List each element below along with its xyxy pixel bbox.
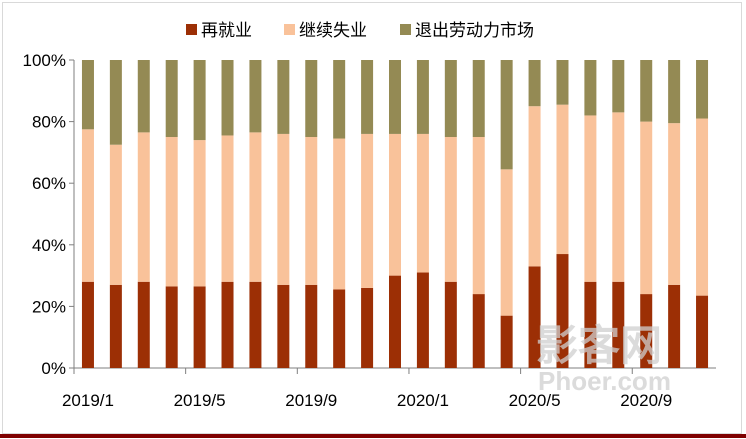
bar-2020-11-series-0 [696, 295, 709, 368]
bar-2019-6-series-2 [221, 60, 234, 136]
bar-2019-6-series-1 [221, 135, 234, 282]
bar-2020-9-series-2 [640, 60, 653, 122]
bar-2020-3-series-0 [472, 294, 485, 368]
bar-2019-11-series-0 [361, 287, 374, 368]
y-tick-label: 60% [32, 174, 66, 193]
bar-2019-11-series-2 [361, 60, 374, 134]
bar-2019-5-series-0 [193, 286, 206, 368]
bar-2019-8-series-0 [277, 284, 290, 368]
bar-2020-4-series-1 [500, 169, 513, 316]
bar-2019-3-series-1 [137, 132, 150, 282]
legend-label-1: 继续失业 [299, 21, 367, 41]
bar-2019-10-series-0 [333, 289, 346, 368]
bar-2019-4-series-2 [165, 60, 178, 137]
x-tick-label: 2019/1 [62, 391, 114, 410]
bar-2020-3-series-2 [472, 60, 485, 137]
bar-2020-4-series-2 [500, 60, 513, 170]
watermark-sub: Phoer.com [538, 366, 671, 396]
y-tick-label: 100% [23, 51, 66, 70]
legend-label-2: 退出劳动力市场 [415, 21, 534, 41]
y-tick-label: 40% [32, 236, 66, 255]
bar-2019-2-series-2 [109, 60, 122, 145]
bar-2019-4-series-1 [165, 137, 178, 287]
bar-2020-2-series-0 [444, 281, 457, 368]
bar-2020-7-series-2 [584, 60, 597, 116]
legend-swatch-2 [400, 24, 411, 35]
bar-2019-10-series-2 [333, 60, 346, 139]
bar-2020-10-series-2 [668, 60, 681, 124]
bar-2019-1-series-2 [81, 60, 94, 130]
bar-2019-4-series-0 [165, 286, 178, 368]
bar-2019-5-series-2 [193, 60, 206, 141]
bar-2020-9-series-1 [640, 121, 653, 295]
bar-2020-8-series-1 [612, 112, 625, 282]
bottom-rule [0, 434, 746, 438]
bar-2019-9-series-0 [305, 284, 318, 368]
bar-2020-7-series-0 [584, 281, 597, 368]
bar-2020-2-series-1 [444, 137, 457, 282]
bar-2019-9-series-1 [305, 137, 318, 285]
x-tick-label: 2019/5 [174, 391, 226, 410]
bar-2020-8-series-0 [612, 281, 625, 368]
legend-swatch-1 [284, 24, 295, 35]
bar-2019-2-series-0 [109, 284, 122, 368]
bar-2019-3-series-0 [137, 281, 150, 368]
bar-2019-8-series-2 [277, 60, 290, 134]
x-tick-label: 2019/9 [285, 391, 337, 410]
bar-2019-11-series-1 [361, 133, 374, 288]
bar-2020-5-series-0 [528, 266, 541, 368]
chart-frame [2, 2, 742, 434]
legend-swatch-0 [186, 24, 197, 35]
bar-2020-6-series-0 [556, 254, 569, 368]
bar-2020-10-series-0 [668, 284, 681, 368]
bar-2019-3-series-2 [137, 60, 150, 133]
bar-2019-2-series-1 [109, 144, 122, 285]
bar-2020-10-series-1 [668, 123, 681, 285]
x-tick-label: 2020/5 [509, 391, 561, 410]
bar-2020-9-series-0 [640, 294, 653, 368]
bar-2019-7-series-0 [249, 281, 262, 368]
bar-2020-8-series-2 [612, 60, 625, 113]
bar-2019-12-series-2 [389, 60, 401, 134]
bar-2020-7-series-1 [584, 115, 597, 282]
bar-2019-10-series-1 [333, 138, 346, 290]
bar-2020-3-series-1 [472, 137, 485, 295]
bar-2019-12-series-1 [389, 133, 401, 276]
bar-2019-12-series-0 [389, 275, 401, 368]
bar-2019-7-series-1 [249, 132, 262, 282]
bar-2020-11-series-1 [696, 118, 709, 296]
y-tick-label: 20% [32, 297, 66, 316]
bar-2019-7-series-2 [249, 60, 262, 133]
bar-2019-6-series-0 [221, 281, 234, 368]
bar-2020-1-series-2 [416, 60, 429, 134]
bar-2020-4-series-0 [500, 315, 513, 368]
y-tick-label: 0% [41, 359, 66, 378]
bar-2020-1-series-0 [416, 272, 429, 368]
bar-2020-5-series-1 [528, 106, 541, 267]
legend-label-0: 再就业 [201, 21, 252, 41]
bar-2019-5-series-1 [193, 140, 206, 287]
bar-2020-5-series-2 [528, 60, 541, 107]
x-tick-label: 2020/1 [397, 391, 449, 410]
bar-2020-2-series-2 [444, 60, 457, 137]
bar-2020-1-series-1 [416, 133, 429, 273]
x-tick-label: 2020/9 [620, 391, 672, 410]
y-tick-label: 80% [32, 113, 66, 132]
watermark-main: 影客网 [536, 321, 662, 370]
bar-2019-8-series-1 [277, 133, 290, 285]
bar-2019-9-series-2 [305, 60, 318, 137]
bar-2019-1-series-1 [81, 129, 94, 282]
bar-2020-6-series-2 [556, 60, 569, 105]
bar-2020-11-series-2 [696, 60, 709, 119]
bar-2019-1-series-0 [81, 281, 94, 368]
bar-2020-6-series-1 [556, 104, 569, 255]
